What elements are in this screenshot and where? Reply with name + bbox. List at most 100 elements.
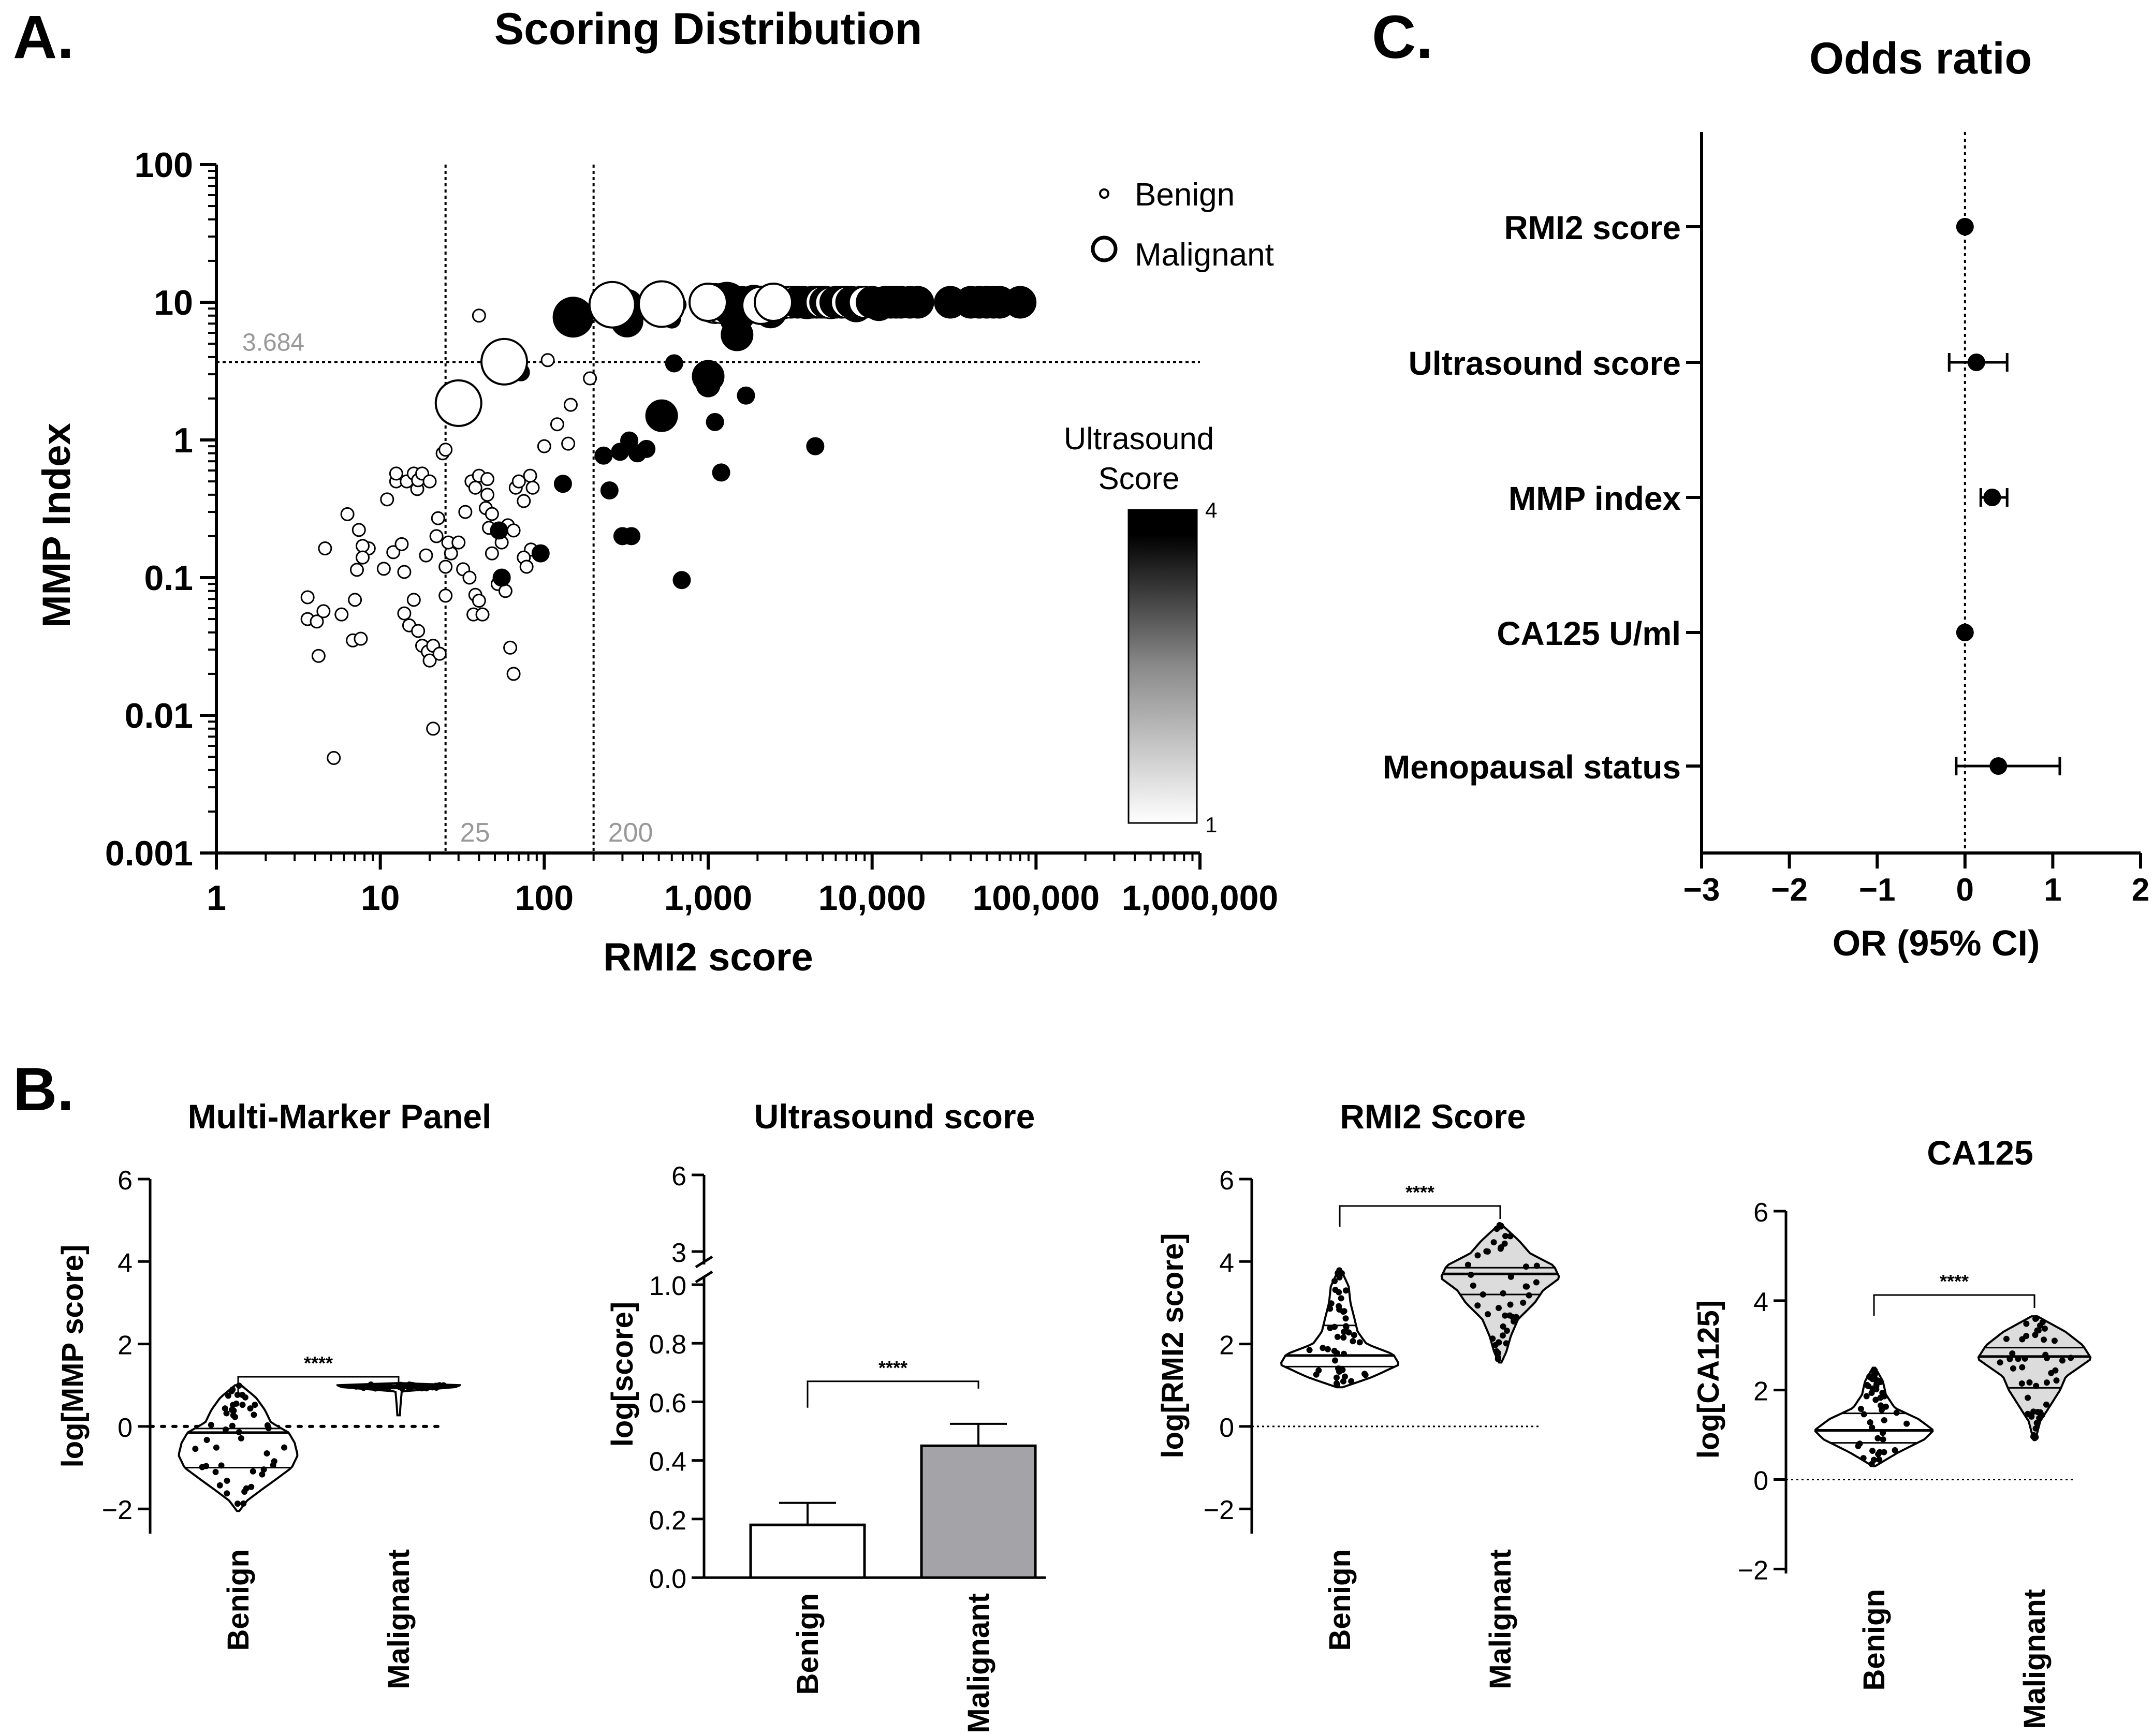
data-dot: [213, 1444, 219, 1451]
data-dot: [2048, 1370, 2055, 1376]
data-dot: [212, 1468, 219, 1475]
forest-x-tick-label: −2: [1771, 872, 1808, 908]
data-dot: [1331, 1278, 1338, 1285]
data-dot: [1343, 1323, 1350, 1330]
benign-point: [349, 563, 364, 577]
forest-point: [1956, 218, 1974, 236]
data-dot: [1870, 1457, 1877, 1463]
data-dot: [240, 1500, 247, 1507]
data-dot: [1522, 1283, 1529, 1290]
benign-point: [438, 560, 453, 574]
us-y-axis-label: log[score]: [606, 1302, 639, 1447]
ca125-violin-panel: CA125 log[CA125] 6 4 2 0 −2 Benign Malignant **…: [1692, 1134, 2092, 1729]
malignant-point-white: [689, 283, 728, 322]
data-dot: [1498, 1223, 1504, 1230]
data-dot: [1533, 1279, 1540, 1286]
malignant-point: [637, 439, 656, 458]
x-category-label: Malignant: [382, 1549, 416, 1689]
data-dot: [2041, 1336, 2047, 1343]
data-dot: [251, 1411, 257, 1418]
benign-point: [503, 640, 518, 655]
data-dot: [2025, 1394, 2031, 1401]
data-dot: [1506, 1312, 1513, 1319]
data-dot: [229, 1422, 236, 1429]
data-dot: [1306, 1347, 1313, 1354]
y-tick-label: 2: [1219, 1331, 1234, 1361]
significance-bracket: [1339, 1205, 1501, 1227]
data-dot: [1869, 1424, 1876, 1431]
benign-point: [550, 417, 564, 432]
us-y-tick-label: 0.6: [649, 1388, 686, 1418]
data-dot: [1502, 1233, 1509, 1240]
data-dot: [1328, 1300, 1335, 1307]
data-dot: [1468, 1271, 1474, 1278]
data-dot: [1474, 1252, 1481, 1259]
malignant-point-white: [480, 337, 529, 386]
forest-x-axis-label: OR (95% CI): [1833, 923, 2040, 963]
data-dot: [1464, 1261, 1471, 1268]
benign-point: [519, 560, 534, 574]
data-dot: [1485, 1311, 1491, 1318]
rmi2-violin-panel: RMI2 Score log[RMI2 score] 6 4 2 0 −2 Benign M…: [1156, 1097, 1560, 1689]
data-dot: [1336, 1306, 1343, 1313]
malignant-point-white: [754, 283, 794, 322]
data-dot: [216, 1482, 223, 1489]
scatter-x-tick-label: 100,000: [972, 878, 1100, 918]
benign-point: [525, 480, 540, 495]
significance-bracket: [1873, 1294, 2035, 1316]
data-dot: [1507, 1273, 1514, 1280]
mmp-violin-panel: Multi-Marker Panel log[MMP score] 6 4 2 0 −2…: [56, 1097, 491, 1689]
benign-point: [397, 606, 412, 621]
scatter-x-tick-label: 1,000: [664, 878, 752, 918]
data-dot: [2041, 1325, 2048, 1332]
forest-x-tick-label: 1: [2044, 872, 2061, 908]
data-dot: [1327, 1305, 1334, 1312]
data-dot: [1533, 1262, 1540, 1269]
benign-point: [563, 398, 578, 412]
data-dot: [1331, 1347, 1338, 1354]
benign-point: [386, 545, 401, 560]
forest-point: [1983, 489, 2001, 506]
data-dot: [1496, 1305, 1502, 1312]
data-dot: [2034, 1327, 2041, 1334]
scatter-x-tick-label: 10: [361, 878, 400, 918]
significance-bracket: [237, 1376, 400, 1397]
data-dot: [2026, 1379, 2033, 1386]
colorbar-title-line2: Score: [1099, 461, 1180, 496]
forest-title: Odds ratio: [1809, 34, 2032, 83]
forest-content: −3 −2 −1 0 1 2 RMI2 score Ultrasound score MMP i…: [1383, 132, 2149, 908]
data-dot: [225, 1392, 231, 1399]
data-dot: [2037, 1322, 2043, 1329]
y-tick-label: −2: [1738, 1555, 1768, 1585]
forest-x-tick-label: 0: [1956, 872, 1974, 908]
data-dot: [241, 1488, 248, 1495]
colorbar-title-line1: Ultrasound: [1064, 421, 1214, 456]
data-dot: [1332, 1287, 1339, 1293]
data-dot: [2025, 1410, 2031, 1417]
data-dot: [2018, 1380, 2025, 1387]
data-dot: [372, 1385, 379, 1392]
scatter-y-tick-label: 10: [154, 283, 193, 322]
panel-letter-a: A.: [13, 3, 74, 71]
mmp-content: 6 4 2 0 −2 Benign Malignant ****: [102, 1166, 461, 1689]
data-dot: [1869, 1376, 1876, 1382]
data-dot: [208, 1422, 214, 1429]
scatter-title: Scoring Distribution: [494, 4, 922, 54]
malignant-point-white: [588, 281, 636, 329]
data-dot: [1334, 1333, 1341, 1340]
data-dot: [1503, 1340, 1510, 1347]
forest-x-tick-label: −3: [1683, 872, 1720, 908]
threshold-label-x: 200: [608, 818, 653, 848]
data-dot: [1870, 1367, 1877, 1374]
benign-point: [334, 607, 349, 622]
x-category-label: Malignant: [1484, 1549, 1517, 1689]
data-dot: [2053, 1377, 2060, 1384]
benign-point: [451, 535, 466, 550]
data-dot: [2033, 1382, 2040, 1389]
benign-point: [472, 594, 486, 608]
scatter-legend: Benign Malignant: [1091, 177, 1274, 273]
benign-point: [422, 653, 437, 668]
forest-row-label: Menopausal status: [1383, 748, 1681, 786]
scatter-x-tick-label: 1,000,000: [1122, 878, 1279, 918]
benign-point: [431, 511, 445, 525]
